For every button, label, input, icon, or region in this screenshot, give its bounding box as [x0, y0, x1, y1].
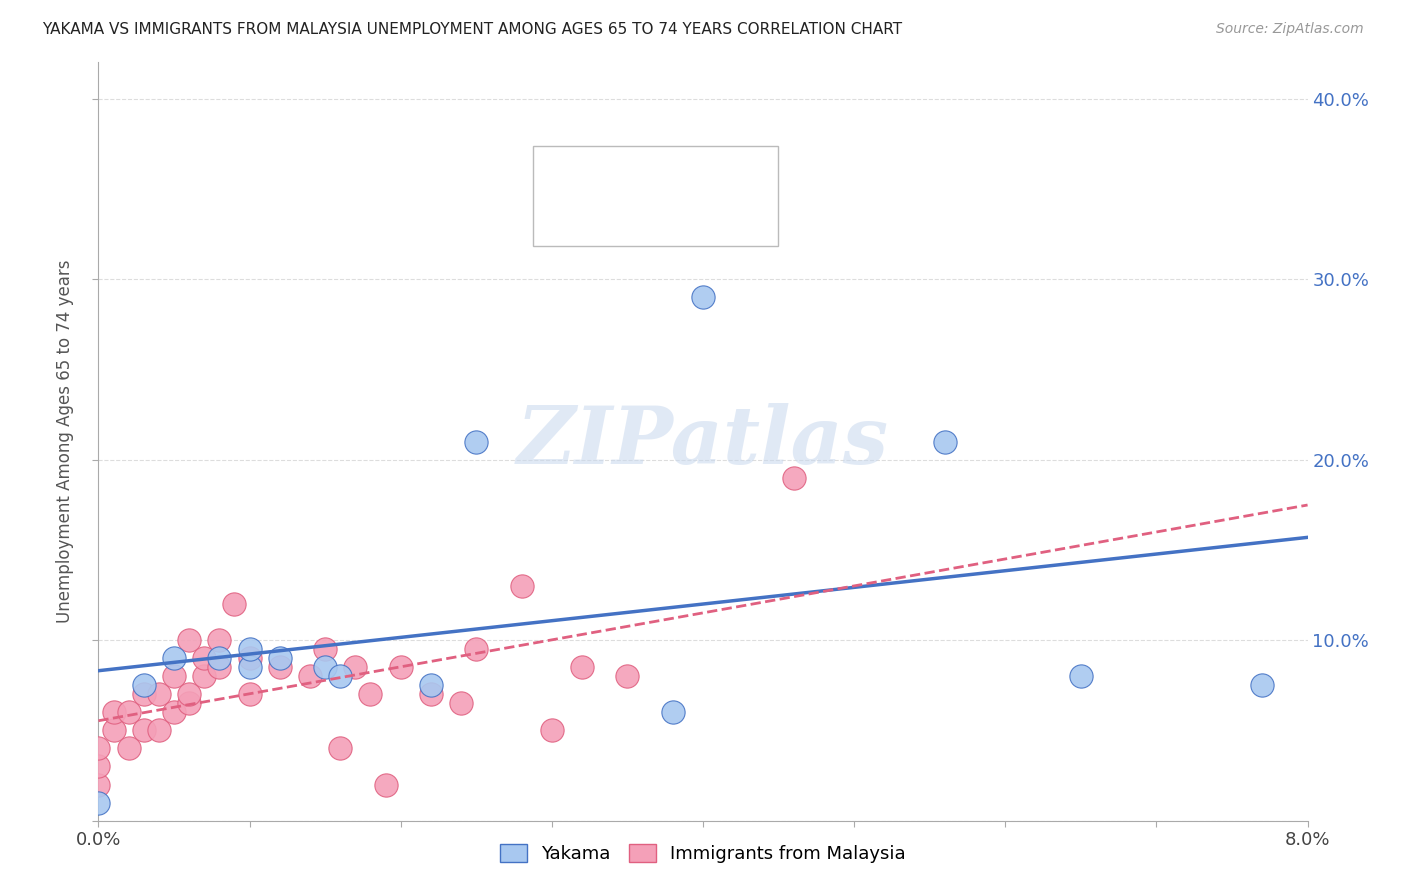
Point	[420, 687, 443, 701]
Text: Source: ZipAtlas.com: Source: ZipAtlas.com	[1216, 22, 1364, 37]
Point	[103, 723, 125, 738]
Point	[87, 778, 110, 792]
Point	[193, 651, 215, 665]
Point	[224, 597, 246, 611]
Point	[193, 669, 215, 683]
Point	[329, 669, 352, 683]
Point	[148, 687, 170, 701]
Point	[208, 633, 231, 648]
Point	[132, 678, 155, 692]
Text: R =  0.331   N =  13: R = 0.331 N = 13	[595, 166, 776, 184]
Point	[179, 633, 201, 648]
Point	[179, 687, 201, 701]
Text: R =  0.450   N =  40: R = 0.450 N = 40	[595, 211, 776, 229]
Legend: Yakama, Immigrants from Malaysia: Yakama, Immigrants from Malaysia	[491, 835, 915, 872]
Point	[1070, 669, 1092, 683]
Point	[374, 778, 396, 792]
Text: YAKAMA VS IMMIGRANTS FROM MALAYSIA UNEMPLOYMENT AMONG AGES 65 TO 74 YEARS CORREL: YAKAMA VS IMMIGRANTS FROM MALAYSIA UNEMP…	[42, 22, 903, 37]
Point	[132, 687, 155, 701]
Point	[179, 696, 201, 710]
Point	[239, 687, 262, 701]
Point	[208, 651, 231, 665]
Point	[269, 660, 291, 674]
Point	[783, 470, 806, 484]
Point	[87, 759, 110, 773]
Point	[314, 660, 336, 674]
Point	[450, 696, 472, 710]
Point	[344, 660, 367, 674]
Point	[132, 723, 155, 738]
Point	[269, 651, 291, 665]
Point	[465, 434, 488, 449]
Point	[692, 290, 714, 304]
Point	[163, 706, 186, 720]
Point	[934, 434, 956, 449]
Point	[571, 660, 593, 674]
Point	[465, 642, 488, 657]
Y-axis label: Unemployment Among Ages 65 to 74 years: Unemployment Among Ages 65 to 74 years	[56, 260, 75, 624]
Point	[87, 741, 110, 756]
Point	[661, 706, 683, 720]
Point	[510, 579, 533, 593]
Point	[239, 660, 262, 674]
Point	[163, 669, 186, 683]
Point	[360, 687, 382, 701]
Text: ZIPatlas: ZIPatlas	[517, 403, 889, 480]
Point	[1251, 678, 1274, 692]
Point	[163, 651, 186, 665]
Point	[87, 796, 110, 810]
Point	[389, 660, 412, 674]
Point	[103, 706, 125, 720]
Point	[118, 706, 141, 720]
Point	[540, 723, 562, 738]
Point	[239, 651, 262, 665]
Point	[208, 660, 231, 674]
Point	[314, 642, 336, 657]
Point	[616, 669, 638, 683]
Point	[118, 741, 141, 756]
Point	[148, 723, 170, 738]
Point	[329, 741, 352, 756]
Point	[420, 678, 443, 692]
Point	[239, 642, 262, 657]
Point	[299, 669, 322, 683]
